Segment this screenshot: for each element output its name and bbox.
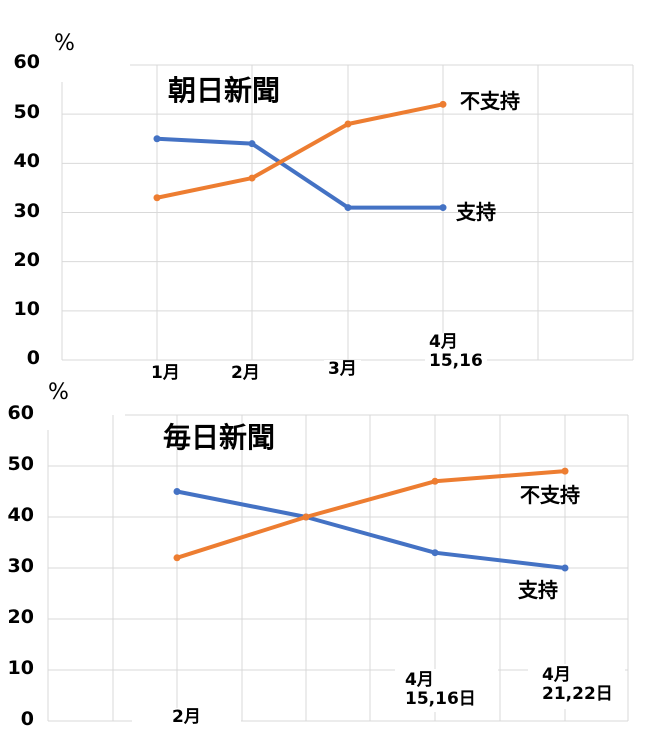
asahi-chart-title: 朝日新聞 bbox=[168, 74, 281, 107]
asahi-nonsupport-label: 不支持 bbox=[460, 89, 520, 113]
data-point bbox=[431, 549, 439, 557]
data-point bbox=[153, 135, 161, 143]
series-line-nonsupport bbox=[155, 102, 445, 200]
mainichi-ytick-30: 30 bbox=[7, 555, 34, 577]
mainichi-xlabel-apr-1516-line1: 4月 bbox=[405, 670, 434, 690]
mainichi-xlabel-apr-2122: 4月 21,22日 bbox=[528, 664, 625, 710]
asahi-ytick-60: 60 bbox=[13, 51, 40, 73]
mainichi-ytick-0: 0 bbox=[20, 708, 34, 730]
data-point bbox=[561, 564, 569, 572]
asahi-chart: % 60 50 40 30 20 10 0 朝日新聞 不支持 支持 1月 2月 … bbox=[13, 31, 634, 383]
asahi-ytick-20: 20 bbox=[13, 249, 40, 271]
data-point bbox=[439, 204, 447, 212]
mainichi-ytick-60: 60 bbox=[7, 402, 34, 424]
asahi-y-unit: % bbox=[54, 31, 75, 56]
mainichi-xlabel-apr-1516: 4月 15,16日 bbox=[395, 669, 498, 713]
mainichi-y-unit: % bbox=[48, 380, 69, 405]
data-point bbox=[431, 477, 439, 485]
series-line-nonsupport bbox=[175, 469, 567, 560]
data-point bbox=[439, 100, 447, 108]
asahi-plot-area bbox=[61, 64, 634, 361]
asahi-xlabel-mar: 3月 bbox=[324, 360, 361, 379]
asahi-xlabel-jan: 1月 bbox=[147, 364, 184, 383]
series-line-support bbox=[175, 489, 567, 570]
asahi-ytick-30: 30 bbox=[13, 200, 40, 222]
data-point bbox=[153, 194, 161, 202]
mainichi-chart: % 60 50 40 30 20 10 0 毎日新聞 不支持 支持 2月 4月 … bbox=[0, 378, 657, 747]
mainichi-ytick-50: 50 bbox=[7, 453, 34, 475]
mainichi-ytick-10: 10 bbox=[7, 657, 34, 679]
data-point bbox=[173, 488, 181, 495]
data-point bbox=[248, 140, 256, 148]
mainichi-xlabel-apr-1516-line2: 15,16日 bbox=[405, 688, 476, 709]
asahi-support-label: 支持 bbox=[456, 200, 496, 224]
data-point bbox=[302, 513, 310, 521]
asahi-ytick-40: 40 bbox=[13, 150, 40, 172]
mainichi-xlabel-apr-2122-line1: 4月 bbox=[542, 665, 571, 685]
mainichi-nonsupport-label: 不支持 bbox=[520, 483, 580, 507]
mainichi-xlabel-feb: 2月 bbox=[132, 708, 241, 731]
data-point bbox=[561, 467, 569, 475]
data-point bbox=[344, 204, 352, 212]
mainichi-chart-title: 毎日新聞 bbox=[163, 421, 276, 454]
asahi-ytick-0: 0 bbox=[26, 347, 40, 369]
mainichi-support-label: 支持 bbox=[518, 578, 558, 602]
data-point bbox=[344, 120, 352, 128]
asahi-ytick-50: 50 bbox=[13, 101, 40, 123]
series-line-support bbox=[155, 136, 445, 210]
mainichi-xlabel-apr-2122-line2: 21,22日 bbox=[542, 683, 613, 704]
mainichi-ytick-20: 20 bbox=[7, 606, 34, 628]
asahi-xlabel-feb: 2月 bbox=[227, 364, 264, 383]
asahi-xlabel-apr: 4月 15,16 bbox=[425, 332, 487, 371]
asahi-ytick-10: 10 bbox=[13, 298, 40, 320]
data-point bbox=[173, 554, 181, 562]
asahi-xlabel-apr-line1: 4月 bbox=[429, 332, 458, 352]
mainichi-plot-area bbox=[47, 414, 629, 722]
asahi-xlabel-apr-line2: 15,16 bbox=[429, 350, 483, 371]
data-point bbox=[248, 174, 256, 182]
mainichi-ytick-40: 40 bbox=[7, 504, 34, 526]
